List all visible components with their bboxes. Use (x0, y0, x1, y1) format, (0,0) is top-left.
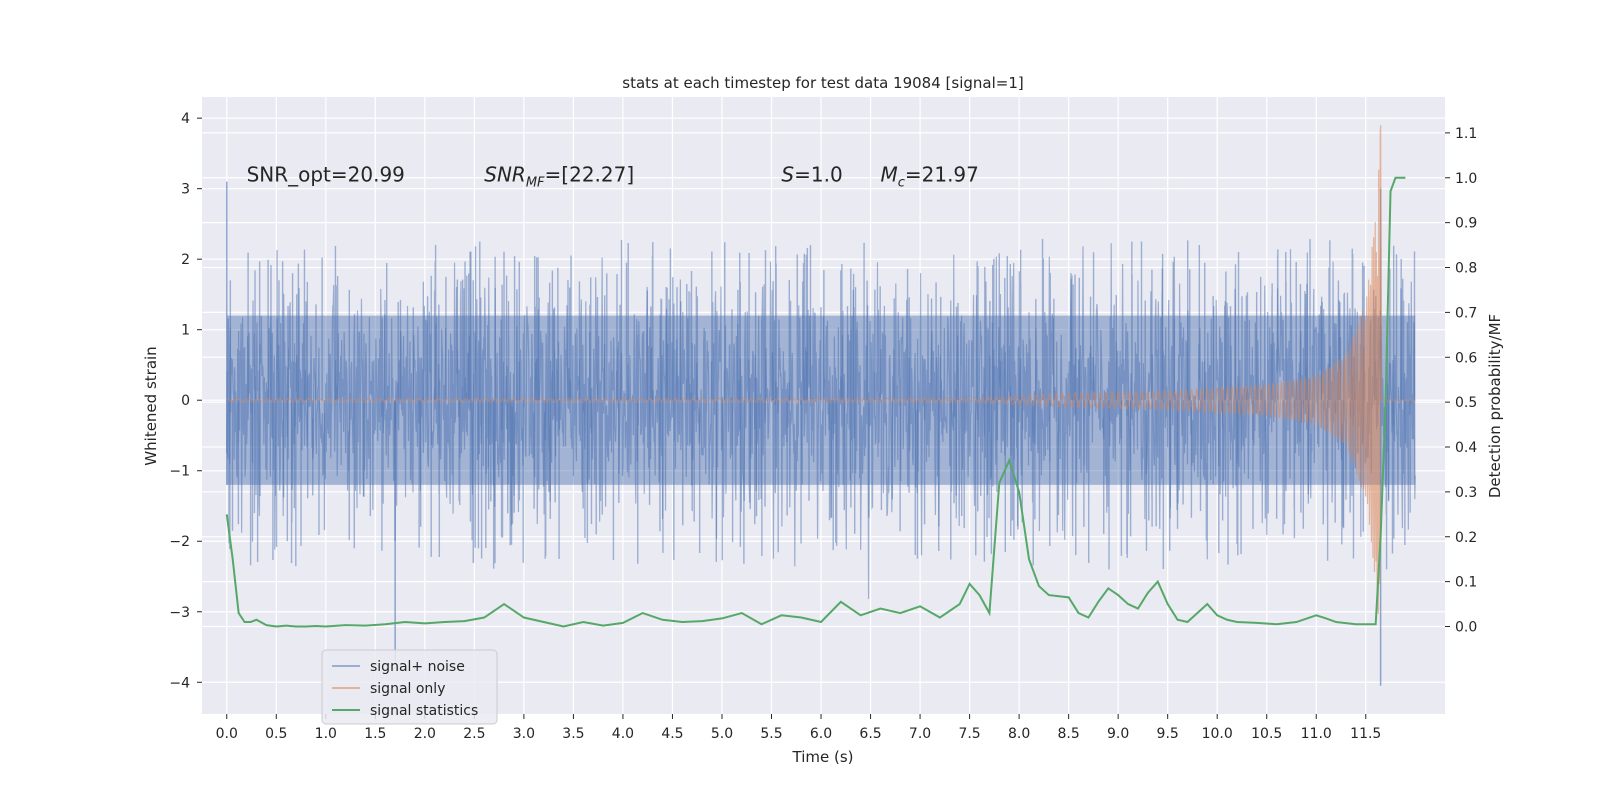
x-tick-label: 0.0 (216, 726, 238, 742)
y2-tick-label: 0.4 (1455, 440, 1477, 456)
annotations: SNR_opt=20.99 SNRMF=[22.27] S=1.0 Mc=21.97 (247, 163, 979, 191)
legend-label: signal+ noise (370, 659, 465, 675)
x-tick-label: 9.0 (1107, 726, 1129, 742)
axis-ticks: 0.0 0.5 1.0 1.5 2.0 2.5 3.0 3.5 4.0 4.5 5.0 5.5 6.0 6… (169, 111, 1477, 742)
y-tick-label: 2 (181, 252, 190, 268)
annotation-text: S=1.0 (781, 163, 842, 187)
y-tick-label: −2 (169, 534, 190, 550)
y2-tick-label: 0.1 (1455, 575, 1477, 591)
x-tick-label: 6.0 (810, 726, 832, 742)
x-tick-label: 1.5 (364, 726, 386, 742)
y-axis-label: Whitened strain (142, 346, 160, 465)
x-tick-label: 4.0 (612, 726, 634, 742)
y-tick-label: 3 (181, 182, 190, 198)
y-tick-label: −4 (169, 675, 190, 691)
x-tick-label: 11.0 (1301, 726, 1332, 742)
x-tick-label: 5.5 (760, 726, 782, 742)
x-tick-label: 10.0 (1202, 726, 1233, 742)
y-tick-label: 1 (181, 323, 190, 339)
legend: signal+ noise signal only signal statistic… (321, 649, 498, 725)
y2-tick-label: 0.9 (1455, 216, 1477, 232)
x-tick-label: 1.0 (315, 726, 337, 742)
annotation-text: SNRMF=[22.27] (484, 163, 634, 191)
y2-tick-label: 1.1 (1455, 126, 1477, 142)
x-tick-label: 8.0 (1008, 726, 1030, 742)
x-tick-label: 3.0 (513, 726, 535, 742)
y-tick-label: 4 (181, 111, 190, 127)
x-tick-label: 3.5 (562, 726, 584, 742)
y-tick-label: −3 (169, 605, 190, 621)
y2-tick-label: 0.8 (1455, 261, 1477, 277)
y2-tick-label: 0.2 (1455, 530, 1477, 546)
y-tick-label: 0 (181, 393, 190, 409)
y2-tick-label: 0.7 (1455, 305, 1477, 321)
x-tick-label: 6.5 (859, 726, 881, 742)
x-tick-label: 0.5 (265, 726, 287, 742)
signal-only-line (226, 125, 1416, 614)
legend-label: signal statistics (370, 703, 478, 719)
x-tick-label: 4.5 (661, 726, 683, 742)
x-tick-label: 8.5 (1058, 726, 1080, 742)
y2-tick-label: 1.0 (1455, 171, 1477, 187)
y2-tick-label: 0.5 (1455, 395, 1477, 411)
x-tick-label: 5.0 (711, 726, 733, 742)
signal-noise-line (226, 243, 1416, 600)
series-signal-only (226, 125, 1416, 614)
signal-statistics-line (225, 176, 1406, 628)
x-axis-label: Time (s) (792, 748, 854, 766)
x-tick-label: 10.5 (1251, 726, 1282, 742)
legend-box (321, 649, 498, 725)
x-tick-label: 7.0 (909, 726, 931, 742)
x-tick-label: 2.5 (463, 726, 485, 742)
y2-axis-label: Detection probability/MF (1486, 314, 1504, 498)
legend-label: signal only (370, 681, 445, 697)
chart-title: stats at each timestep for test data 190… (622, 74, 1023, 92)
y-tick-label: −1 (169, 464, 190, 480)
x-tick-label: 9.5 (1157, 726, 1179, 742)
annotation-text: Mc=21.97 (880, 163, 978, 191)
annotation-text: SNR_opt=20.99 (247, 163, 405, 187)
signal-noise-spikes (228, 238, 1416, 570)
y2-tick-label: 0.0 (1455, 619, 1477, 635)
y2-tick-label: 0.6 (1455, 350, 1477, 366)
series-signal-statistics (225, 176, 1406, 628)
x-tick-label: 11.5 (1350, 726, 1381, 742)
x-tick-label: 7.5 (958, 726, 980, 742)
y2-tick-label: 0.3 (1455, 485, 1477, 501)
x-tick-label: 2.0 (414, 726, 436, 742)
